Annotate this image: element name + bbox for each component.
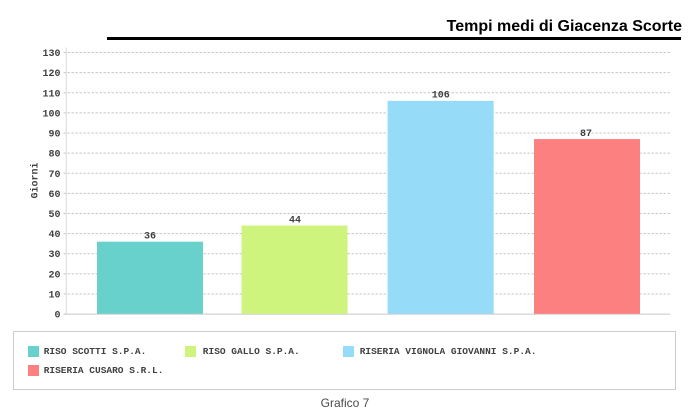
svg-text:90: 90 [48,130,60,141]
svg-text:120: 120 [42,69,60,80]
svg-text:100: 100 [42,109,60,120]
svg-text:44: 44 [289,215,301,226]
svg-text:10: 10 [48,290,60,301]
svg-text:20: 20 [48,270,60,281]
svg-text:110: 110 [42,89,60,100]
svg-text:130: 130 [42,49,60,60]
svg-text:87: 87 [580,129,592,140]
svg-text:Giorni: Giorni [30,162,42,198]
svg-text:30: 30 [48,250,60,261]
svg-text:60: 60 [48,190,60,201]
svg-text:106: 106 [432,91,450,102]
svg-text:36: 36 [144,231,156,242]
svg-text:70: 70 [48,170,60,181]
svg-text:0: 0 [54,311,60,322]
svg-text:80: 80 [48,150,60,161]
svg-text:50: 50 [48,210,60,221]
svg-text:40: 40 [48,230,60,241]
